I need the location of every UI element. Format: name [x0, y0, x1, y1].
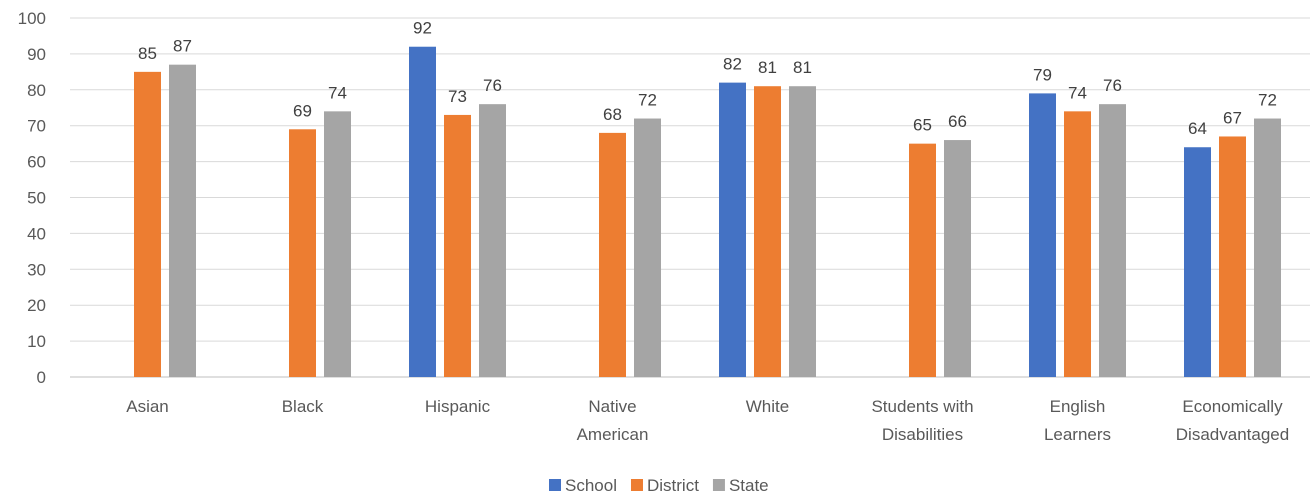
bar-state	[479, 104, 506, 377]
bar-state	[324, 111, 351, 377]
data-label: 74	[1068, 83, 1087, 102]
x-category-label: Disadvantaged	[1176, 425, 1289, 444]
legend-swatch-school	[549, 479, 561, 491]
x-category-label: Learners	[1044, 425, 1111, 444]
legend-label: School	[565, 476, 617, 495]
x-category-label: Black	[282, 397, 324, 416]
bar-district	[444, 114, 471, 378]
legend-label: District	[647, 476, 699, 495]
y-tick-label: 40	[27, 224, 46, 243]
data-label: 79	[1033, 65, 1052, 84]
legend-swatch-district	[630, 479, 643, 491]
data-label: 74	[328, 83, 347, 102]
y-tick-label: 80	[27, 81, 46, 100]
bar-district	[1064, 111, 1091, 377]
bar-district	[134, 71, 161, 377]
data-label: 67	[1223, 108, 1242, 127]
data-label: 85	[138, 44, 157, 63]
x-category-label: Students with	[871, 397, 973, 416]
bar-district	[909, 143, 936, 377]
data-label: 81	[758, 58, 777, 77]
y-tick-label: 10	[27, 332, 46, 351]
x-category-label: Disabilities	[882, 425, 963, 444]
x-category-label: Native	[588, 397, 636, 416]
data-label: 76	[483, 76, 502, 95]
legend: School District State	[549, 476, 769, 495]
legend-swatch-state	[712, 479, 725, 491]
x-axis: Asian Black Hispanic Native American White Stu…	[126, 397, 1289, 444]
x-category-label: American	[577, 425, 649, 444]
bar-school	[719, 82, 746, 378]
legend-label: State	[729, 476, 769, 495]
y-tick-label: 20	[27, 296, 46, 315]
bar-district	[599, 132, 626, 377]
data-label: 92	[413, 19, 432, 38]
data-label: 66	[948, 112, 967, 131]
data-label: 82	[723, 55, 742, 74]
data-label: 87	[173, 37, 192, 56]
data-label: 68	[603, 105, 622, 124]
x-category-label: Asian	[126, 397, 169, 416]
bar-school	[1029, 93, 1056, 377]
data-label: 69	[293, 101, 312, 120]
bar-state	[944, 140, 971, 377]
bar-school	[1184, 147, 1211, 377]
data-label: 81	[793, 58, 812, 77]
data-label: 73	[448, 87, 467, 106]
y-axis: 0 10 20 30 40 50 60 70 80 90 100	[18, 9, 46, 387]
x-category-label: Hispanic	[425, 397, 491, 416]
bar-state	[1099, 104, 1126, 377]
bar-state	[634, 118, 661, 378]
y-tick-label: 30	[27, 260, 46, 279]
y-tick-label: 0	[37, 368, 46, 387]
data-label: 72	[638, 91, 657, 110]
y-tick-label: 100	[18, 9, 46, 28]
data-label: 65	[913, 116, 932, 135]
y-tick-label: 90	[27, 45, 46, 64]
y-tick-label: 70	[27, 117, 46, 136]
x-category-label: Economically	[1182, 397, 1283, 416]
y-tick-label: 60	[27, 153, 46, 172]
bar-state	[1254, 118, 1281, 378]
data-label: 64	[1188, 119, 1207, 138]
data-label: 72	[1258, 91, 1277, 110]
bar-district	[289, 129, 316, 377]
x-category-label: White	[746, 397, 789, 416]
bar-district	[1219, 136, 1246, 377]
bar-state	[789, 86, 816, 378]
bar-state	[169, 64, 196, 378]
data-labels: 85 87 69 74 92 73 76 68 72 82 81 81 65 66 79 74 76 64 67 72	[138, 19, 1277, 139]
bar-school	[409, 46, 436, 377]
x-category-label: English	[1050, 397, 1106, 416]
data-label: 76	[1103, 76, 1122, 95]
bars	[134, 46, 1281, 378]
bar-district	[754, 86, 781, 378]
gridlines	[70, 17, 1310, 378]
y-tick-label: 50	[27, 189, 46, 208]
